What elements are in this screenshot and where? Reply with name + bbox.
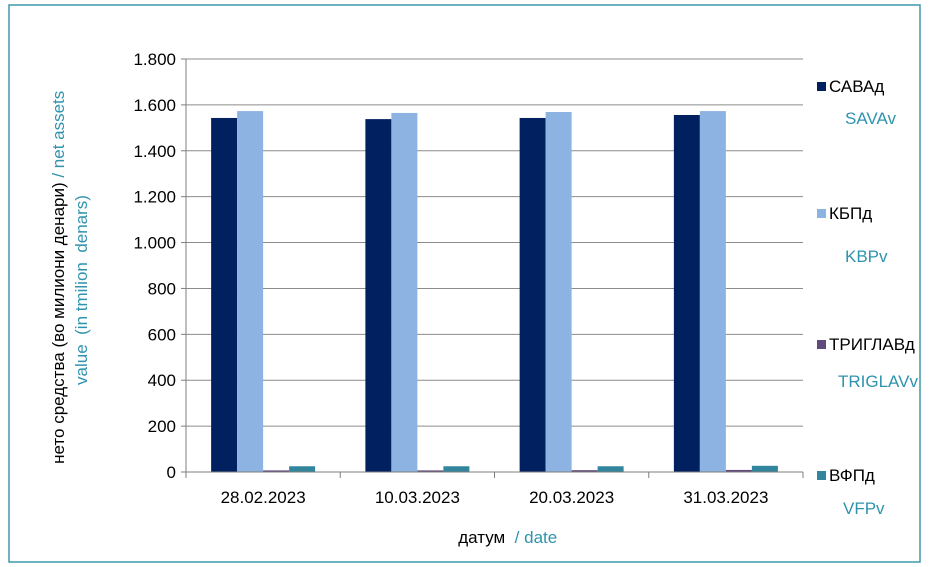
bar-3-cat-3	[571, 470, 598, 472]
x-tick-label: 31.03.2023	[683, 488, 768, 507]
bar-2-cat-4	[699, 111, 726, 472]
y-tick-label: 1.000	[133, 234, 176, 253]
x-axis-title-local: датум	[458, 528, 505, 547]
y-tick-label: 0	[167, 463, 176, 482]
legend-swatch-triglav	[817, 340, 826, 349]
bar-1-cat-4	[673, 114, 700, 473]
y-tick-label: 200	[148, 417, 176, 436]
y-tick-label: 600	[148, 325, 176, 344]
y-tick-label: 800	[148, 279, 176, 298]
bar-4-cat-2	[443, 466, 470, 472]
x-axis-title-en: / date	[505, 528, 557, 547]
y-tick-label: 400	[148, 371, 176, 390]
legend: САВАд SAVAv КБПд KBPv ТРИГЛАВд TRIGLAVv …	[817, 77, 918, 518]
gridlines	[186, 58, 803, 427]
x-axis-title: датум / date	[435, 528, 572, 547]
y-tick-label: 1.400	[133, 142, 176, 161]
bar-3-cat-2	[417, 470, 444, 472]
bar-1-cat-2	[365, 119, 392, 472]
bar-4-cat-1	[289, 466, 316, 472]
legend-label-sava-en: SAVAv	[845, 109, 897, 128]
bar-3-cat-1	[263, 470, 290, 472]
bars	[211, 111, 778, 473]
x-tick-label: 10.03.2023	[375, 488, 460, 507]
y-axis-title-en: / net assets	[49, 91, 68, 183]
legend-label-sava: САВАд	[829, 77, 884, 96]
bar-2-cat-1	[237, 111, 264, 472]
y-axis-title-local: нето средства (во милиони денари)	[49, 182, 68, 463]
bar-3-cat-4	[725, 469, 752, 472]
x-ticks: 28.02.2023 10.03.2023 20.03.2023 31.03.2023	[185, 472, 804, 507]
legend-label-triglav-en: TRIGLAVv	[838, 372, 918, 391]
bar-2-cat-3	[545, 112, 572, 473]
legend-label-vfp: ВФПд	[829, 466, 875, 485]
bar-4-cat-4	[751, 465, 778, 472]
x-tick-label: 28.02.2023	[221, 488, 306, 507]
y-axis-title-line2: value (in tmilion denars)	[72, 195, 91, 385]
legend-swatch-vfp	[817, 471, 826, 480]
legend-label-kbp-en: KBPv	[845, 247, 888, 266]
y-tick-label: 1.800	[133, 50, 176, 69]
legend-label-kbp: КБПд	[829, 204, 872, 223]
legend-swatch-sava	[817, 82, 826, 91]
chart-frame	[8, 4, 921, 563]
y-tick-label: 1.600	[133, 96, 176, 115]
legend-label-triglav: ТРИГЛАВд	[829, 335, 915, 354]
bar-4-cat-3	[597, 466, 624, 472]
legend-label-vfp-en: VFPv	[843, 499, 885, 518]
bar-1-cat-1	[211, 117, 238, 472]
y-ticks: 0 200 400 600 800 1.000 1.200 1.400 1.600 1.800	[133, 50, 186, 482]
bar-2-cat-2	[391, 112, 418, 473]
y-axis-title-line1: нето средства (во милиони денари) / net …	[49, 77, 68, 488]
y-tick-label: 1.200	[133, 188, 176, 207]
bar-1-cat-3	[519, 117, 546, 472]
legend-swatch-kbp	[817, 209, 826, 218]
x-tick-label: 20.03.2023	[529, 488, 614, 507]
